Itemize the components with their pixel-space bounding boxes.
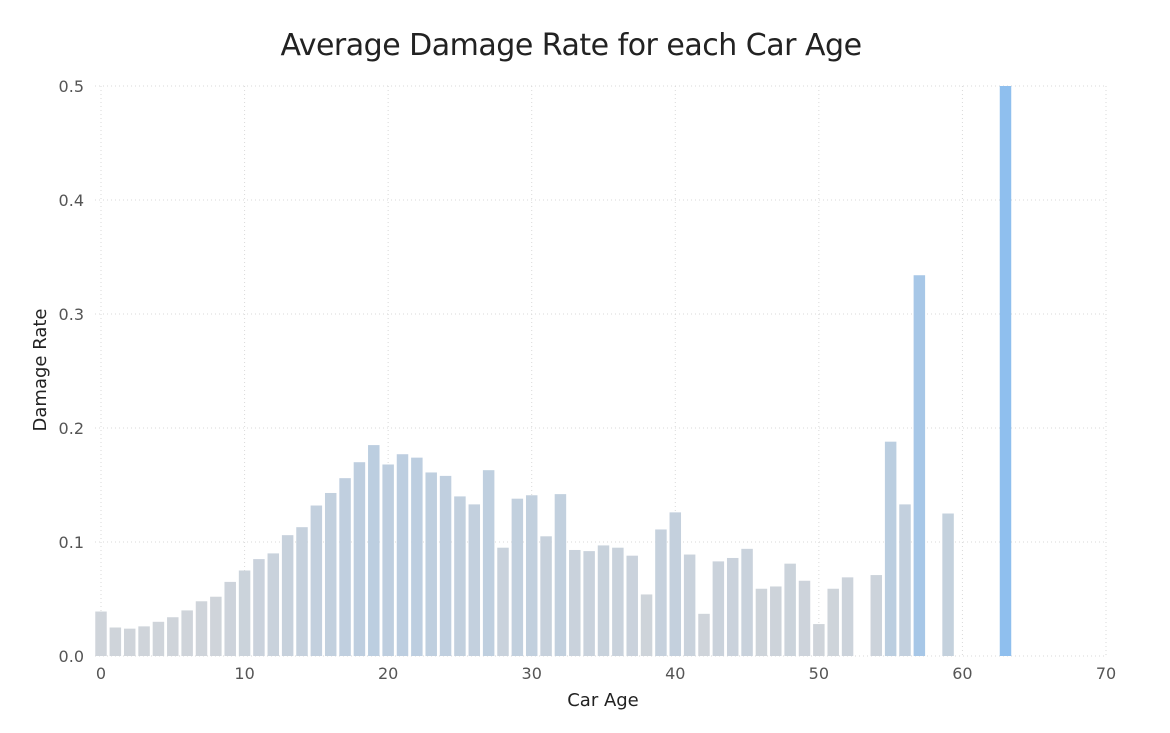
bar [411,457,423,656]
bar [339,478,351,656]
bar [698,613,710,656]
y-tick-label: 0.0 [59,647,84,666]
bar [210,596,222,656]
bar [683,554,696,656]
bar [468,504,481,656]
bar [138,626,150,656]
bar [770,586,782,656]
x-tick-label: 0 [96,664,106,683]
bars [95,86,1012,656]
bar [726,557,739,656]
y-tick-label: 0.2 [59,419,84,438]
bar [368,445,380,656]
bar [238,570,251,656]
bar [281,535,294,656]
bar [583,551,595,656]
x-tick-label: 20 [378,664,398,683]
bar [396,454,409,656]
bar [439,475,452,656]
bar [827,588,839,656]
bar [626,555,638,656]
x-tick-label: 50 [809,664,829,683]
bar [224,581,236,656]
y-tick-label: 0.5 [59,77,84,96]
bar [353,462,366,656]
bar [755,588,768,656]
bar [382,464,394,656]
x-axis-label: Car Age [567,690,639,711]
bar [167,617,179,656]
bar [511,498,524,656]
bar [540,536,552,656]
bar [798,580,811,656]
y-tick-label: 0.3 [59,305,84,324]
bar [655,529,667,656]
bar [569,549,581,656]
bar [942,513,954,656]
bar [554,494,567,656]
x-tick-label: 10 [234,664,254,683]
bar [109,627,122,656]
bar [884,441,897,656]
bar [253,559,265,656]
bar [612,547,624,656]
tick-labels: 0.0 0.1 0.2 0.3 0.4 0.5 0 10 20 30 40 50 60 70 [59,77,1117,683]
bar [482,470,495,656]
bar [123,628,136,656]
bar [913,275,926,656]
bar [813,624,825,656]
bar [195,601,208,656]
bar [669,512,682,656]
bar [741,548,753,656]
bar [597,545,610,656]
y-axis-label: Damage Rate [30,309,51,432]
bar [999,86,1012,656]
bar [267,553,280,656]
x-tick-label: 60 [952,664,972,683]
bar [152,621,165,656]
bar [525,495,538,656]
y-tick-label: 0.4 [59,191,84,210]
bar [324,492,337,656]
x-tick-label: 40 [665,664,685,683]
bar [870,575,883,656]
bar [841,577,854,656]
bar [454,496,466,656]
bar [899,504,911,656]
bar [95,611,107,656]
bar [497,547,509,656]
x-tick-label: 30 [522,664,542,683]
bar [640,594,653,656]
x-tick-label: 70 [1096,664,1116,683]
bar [712,561,725,656]
bar [310,505,323,656]
bar [181,610,193,656]
bar [425,472,437,656]
chart-title: Average Damage Rate for each Car Age [280,28,862,63]
bar [784,563,796,656]
y-tick-label: 0.1 [59,533,84,552]
bar [296,527,308,656]
